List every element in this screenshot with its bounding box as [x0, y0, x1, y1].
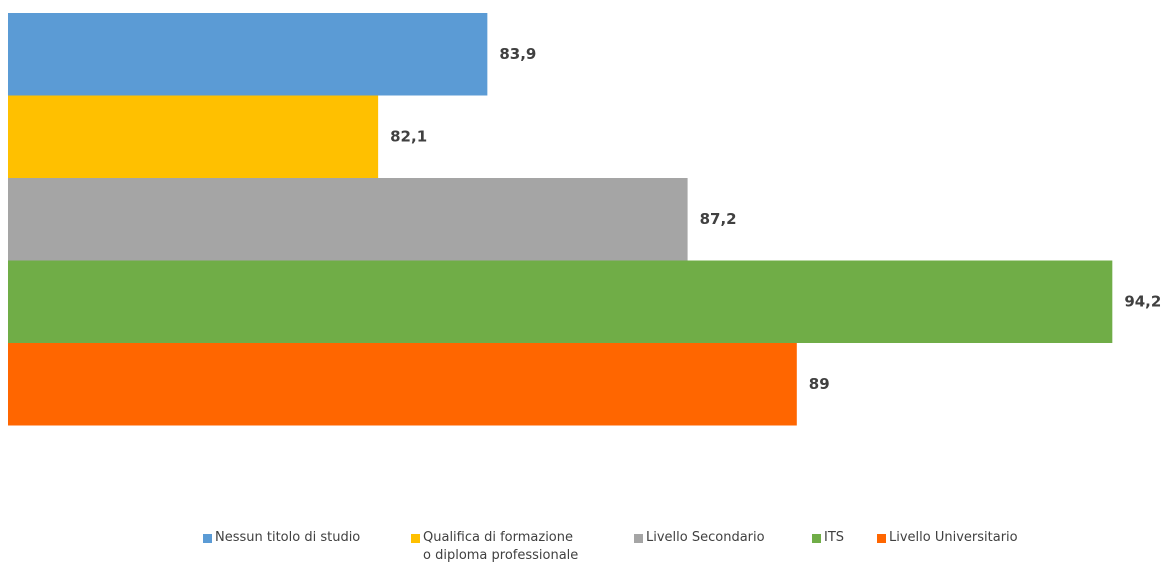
- data-label: 94,2: [1124, 292, 1161, 310]
- legend-swatch: [812, 534, 821, 543]
- legend-label: Livello Universitario: [889, 530, 1018, 545]
- legend-label: Qualifica di formazione o diploma profes…: [423, 530, 579, 563]
- legend-item: ITS: [812, 529, 844, 547]
- legend-item: Nessun titolo di studio: [203, 529, 360, 547]
- legend-swatch: [203, 534, 212, 543]
- legend-label: Livello Secondario: [646, 530, 765, 545]
- data-label: 82,1: [390, 127, 427, 145]
- legend-item: Qualifica di formazione o diploma profes…: [411, 529, 578, 565]
- bar: [8, 343, 797, 426]
- bar: [8, 95, 379, 178]
- bar: [8, 260, 1113, 343]
- legend-swatch: [411, 534, 420, 543]
- legend: Nessun titolo di studio Qualifica di form…: [0, 529, 1170, 567]
- legend-item: Livello Secondario: [634, 529, 765, 547]
- legend-label: Nessun titolo di studio: [215, 530, 361, 545]
- legend-item: Livello Universitario: [877, 529, 1018, 547]
- legend-swatch: [634, 534, 643, 543]
- bar: [8, 178, 688, 261]
- data-label: 87,2: [700, 210, 737, 228]
- data-label: 89: [809, 375, 830, 393]
- bar: [8, 13, 488, 96]
- chart: 83,9 82,1 87,2 94,2 89: [8, 13, 1161, 426]
- legend-swatch: [877, 534, 886, 543]
- data-label: 83,9: [499, 45, 536, 63]
- legend-label: ITS: [824, 530, 845, 545]
